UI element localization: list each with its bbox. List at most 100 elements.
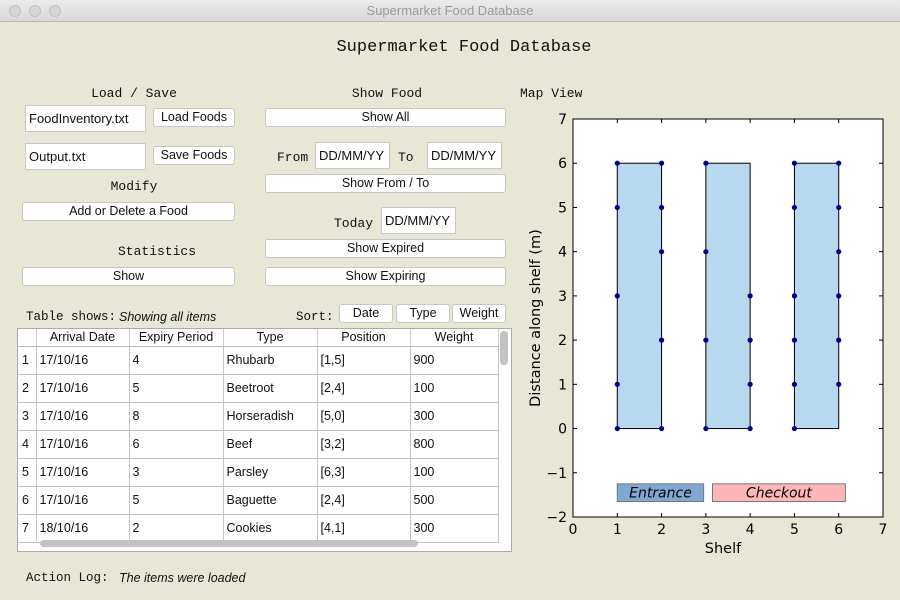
- sort-weight-button[interactable]: Weight: [452, 304, 506, 323]
- food-position-point: [614, 293, 620, 299]
- column-header-type[interactable]: Type: [223, 329, 318, 347]
- food-position-point: [747, 337, 753, 343]
- food-position-point: [791, 337, 798, 343]
- x-tick-label: 2: [657, 522, 666, 538]
- load-file-input[interactable]: FoodInventory.txt: [25, 105, 146, 132]
- table-vertical-scrollbar[interactable]: [500, 331, 508, 365]
- x-tick-label: 6: [834, 522, 843, 538]
- food-table[interactable]: Arrival Date Expiry Period Type Position…: [17, 328, 512, 552]
- expiry-period-cell: 8: [129, 402, 224, 431]
- type-cell: Rhubarb: [223, 346, 318, 375]
- to-date-input[interactable]: DD/MM/YY: [427, 142, 502, 169]
- x-tick-label: 3: [701, 522, 710, 538]
- from-date-input[interactable]: DD/MM/YY: [315, 142, 390, 169]
- type-cell: Cookies: [223, 514, 318, 543]
- shelf-bar: [705, 162, 751, 430]
- column-header-expiry-period[interactable]: Expiry Period: [129, 329, 224, 347]
- save-foods-button[interactable]: Save Foods: [153, 146, 235, 165]
- food-position-point: [658, 425, 665, 432]
- today-date-input[interactable]: DD/MM/YY: [381, 207, 456, 234]
- food-position-point: [836, 381, 842, 387]
- x-tick-label: 4: [746, 522, 755, 538]
- expiry-period-cell: 6: [129, 430, 224, 459]
- action-log-label: Action Log:: [26, 571, 109, 585]
- y-tick-label: 7: [558, 112, 567, 128]
- table-row[interactable]: 6 17/10/16 5 Baguette [2,4] 500: [18, 486, 499, 515]
- show-expired-button[interactable]: Show Expired: [265, 239, 506, 258]
- food-position-point: [703, 425, 709, 432]
- x-tick-label: 7: [879, 522, 888, 538]
- chart-plot-group: 0 1 2 3 4 5 6 7 7 6 5 4 3 2 1 0 −1 −2 Entrance Checkout Shel…: [528, 112, 887, 557]
- expiry-period-cell: 5: [129, 374, 224, 403]
- arrival-date-cell: 17/10/16: [36, 374, 130, 403]
- zoom-window-button[interactable]: [49, 5, 61, 17]
- table-horizontal-scrollbar[interactable]: [40, 540, 418, 547]
- food-position-point: [791, 381, 798, 387]
- position-cell: [6,3]: [317, 458, 411, 487]
- row-number: 1: [18, 346, 37, 375]
- map-view-chart: 0 1 2 3 4 5 6 7 7 6 5 4 3 2 1 0 −1 −2 Entrance Checkout Shel…: [528, 112, 887, 557]
- weight-cell: 300: [410, 514, 499, 543]
- arrival-date-cell: 17/10/16: [36, 486, 130, 515]
- entrance-zone: [616, 483, 705, 503]
- column-header-arrival-date[interactable]: Arrival Date: [36, 329, 130, 347]
- save-file-input[interactable]: Output.txt: [25, 143, 146, 170]
- table-row[interactable]: 4 17/10/16 6 Beef [3,2] 800: [18, 430, 499, 459]
- expiry-period-cell: 2: [129, 514, 224, 543]
- arrival-date-cell: 17/10/16: [36, 346, 130, 375]
- load-save-heading: Load / Save: [91, 86, 177, 101]
- map-view-heading: Map View: [520, 86, 583, 101]
- position-cell: [2,4]: [317, 374, 411, 403]
- sort-type-button[interactable]: Type: [396, 304, 450, 323]
- app-heading: Supermarket Food Database: [336, 38, 592, 57]
- entrance-zone-label: Entrance: [629, 486, 692, 502]
- add-delete-food-button[interactable]: Add or Delete a Food: [22, 202, 235, 221]
- window-title: Supermarket Food Database: [366, 3, 534, 18]
- row-number: 2: [18, 374, 37, 403]
- food-position-point: [747, 293, 753, 299]
- food-position-point: [614, 204, 620, 211]
- type-cell: Beetroot: [223, 374, 318, 403]
- food-position-point: [658, 337, 665, 343]
- table-row[interactable]: 1 17/10/16 4 Rhubarb [1,5] 900: [18, 346, 499, 375]
- minimize-window-button[interactable]: [29, 5, 41, 17]
- row-number: 7: [18, 514, 37, 543]
- weight-cell: 100: [410, 374, 499, 403]
- x-axis-label: Shelf: [705, 541, 742, 557]
- column-header-position[interactable]: Position: [317, 329, 411, 347]
- food-position-point: [791, 160, 798, 166]
- table-row[interactable]: 7 18/10/16 2 Cookies [4,1] 300: [18, 514, 499, 543]
- row-number: 3: [18, 402, 37, 431]
- food-position-point: [703, 249, 709, 255]
- y-tick-label: 0: [558, 422, 567, 438]
- table-row[interactable]: 3 17/10/16 8 Horseradish [5,0] 300: [18, 402, 499, 431]
- sort-date-button[interactable]: Date: [339, 304, 393, 323]
- expiry-period-cell: 3: [129, 458, 224, 487]
- food-position-point: [836, 160, 842, 166]
- position-cell: [1,5]: [317, 346, 411, 375]
- expiry-period-cell: 5: [129, 486, 224, 515]
- column-header-weight[interactable]: Weight: [410, 329, 499, 347]
- weight-cell: 900: [410, 346, 499, 375]
- table-row[interactable]: 5 17/10/16 3 Parsley [6,3] 100: [18, 458, 499, 487]
- show-expiring-button[interactable]: Show Expiring: [265, 267, 506, 286]
- show-all-button[interactable]: Show All: [265, 108, 506, 127]
- close-window-button[interactable]: [9, 5, 21, 17]
- y-tick-label: 6: [558, 156, 567, 172]
- checkout-zone: [712, 483, 846, 503]
- food-position-point: [836, 293, 842, 299]
- y-tick-label: 1: [558, 377, 567, 393]
- x-tick-label: 5: [790, 522, 799, 538]
- row-number: 6: [18, 486, 37, 515]
- load-foods-button[interactable]: Load Foods: [153, 108, 235, 127]
- table-row[interactable]: 2 17/10/16 5 Beetroot [2,4] 100: [18, 374, 499, 403]
- y-tick-label: 2: [558, 333, 567, 349]
- arrival-date-cell: 17/10/16: [36, 458, 130, 487]
- show-statistics-button[interactable]: Show: [22, 267, 235, 286]
- sort-label: Sort:: [296, 310, 334, 324]
- x-tick-label: 1: [613, 522, 622, 538]
- show-from-to-button[interactable]: Show From / To: [265, 174, 506, 193]
- position-cell: [5,0]: [317, 402, 411, 431]
- position-cell: [3,2]: [317, 430, 411, 459]
- from-label: From: [277, 150, 309, 165]
